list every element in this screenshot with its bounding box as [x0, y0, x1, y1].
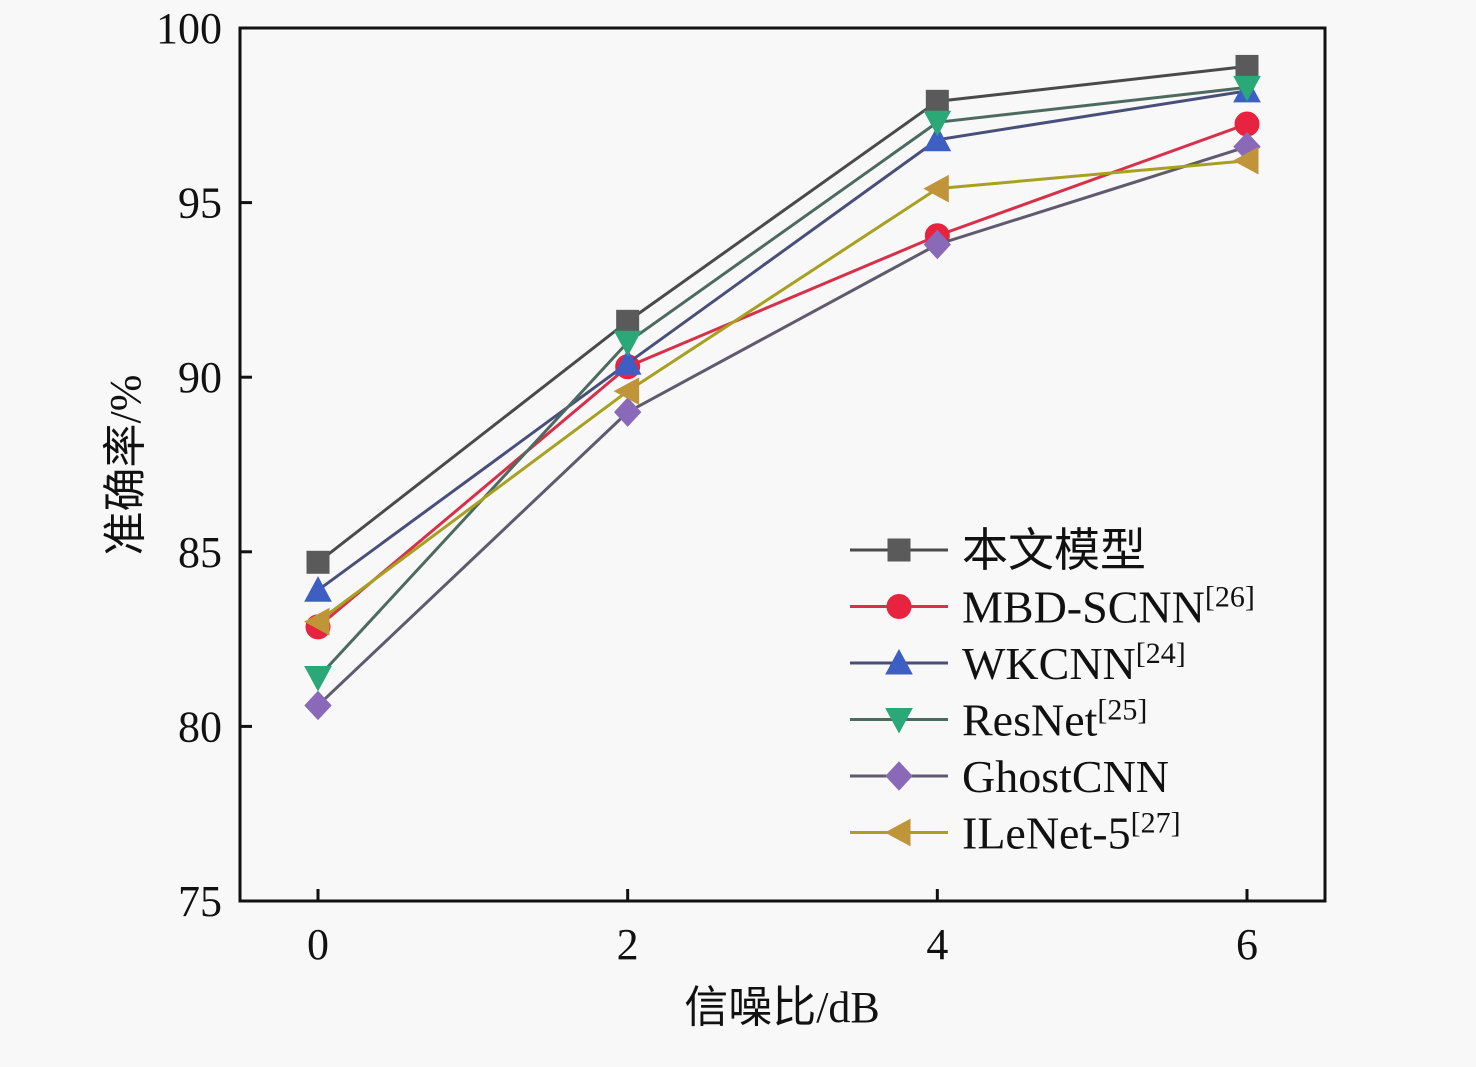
legend-label: ILeNet-5[27] [962, 807, 1181, 859]
legend-item: ResNet[25] [850, 694, 1147, 746]
legend-marker [886, 594, 912, 619]
legend-marker [885, 761, 913, 791]
y-tick-label: 75 [178, 877, 222, 926]
series-line [317, 64, 1248, 564]
legend-label-text: GhostCNN [962, 751, 1169, 802]
x-tick-label: 6 [1236, 920, 1258, 969]
data-point [304, 666, 332, 692]
y-axis: 75 80 85 90 95 100 [156, 4, 252, 926]
data-point [923, 125, 952, 152]
data-point [613, 377, 640, 406]
data-point [923, 110, 952, 137]
legend-marker [887, 538, 911, 562]
legend-reference: [27] [1131, 807, 1181, 840]
y-tick-label: 100 [156, 4, 222, 53]
legend-label-text: MBD-SCNN [962, 582, 1205, 633]
series-line [316, 145, 1248, 707]
series-line [317, 159, 1248, 623]
legend-reference: [24] [1136, 637, 1186, 670]
y-tick-label: 85 [178, 528, 222, 577]
series-0 [306, 54, 1259, 574]
x-tick-label: 2 [617, 920, 639, 969]
legend-reference: [26] [1205, 581, 1255, 614]
series-group [303, 54, 1261, 721]
legend-label: MBD-SCNN[26] [962, 581, 1255, 633]
legend-label: 本文模型 [962, 525, 1146, 576]
series-line [317, 89, 1248, 592]
legend-item: ILeNet-5[27] [850, 807, 1181, 859]
y-tick-label: 90 [178, 353, 222, 402]
series-5 [303, 146, 1259, 636]
y-tick-label: 95 [178, 179, 222, 228]
data-point [304, 576, 332, 602]
data-point [616, 309, 640, 333]
x-axis-title: 信噪比/dB [684, 983, 880, 1032]
legend-item: 本文模型 [850, 525, 1146, 576]
data-point [613, 349, 642, 375]
series-line [317, 122, 1248, 629]
series-line [316, 85, 1248, 679]
legend-reference: [25] [1097, 694, 1147, 727]
legend-item: MBD-SCNN[26] [850, 581, 1255, 633]
series-2 [304, 76, 1261, 602]
legend-label-text: ILeNet-5 [962, 808, 1131, 859]
data-point [613, 330, 642, 357]
data-point [923, 229, 952, 260]
data-point [613, 397, 642, 427]
plot-frame [238, 26, 1327, 903]
legend-label: ResNet[25] [962, 694, 1147, 746]
data-point [1232, 146, 1259, 175]
y-axis-title: 准确率/% [101, 375, 150, 556]
data-point [1233, 75, 1261, 102]
data-point [303, 607, 330, 636]
legend-label: WKCNN[24] [962, 637, 1186, 689]
legend-marker [885, 648, 913, 675]
data-point [925, 89, 949, 113]
legend-marker [884, 818, 911, 847]
legend-label-text: ResNet [962, 695, 1098, 746]
legend: 本文模型MBD-SCNN[26]WKCNN[24]ResNet[25]Ghost… [850, 525, 1255, 859]
x-axis: 0 2 4 6 [307, 889, 1258, 969]
x-tick-label: 0 [307, 920, 329, 969]
legend-label: GhostCNN [962, 751, 1169, 802]
legend-label-text: 本文模型 [962, 525, 1146, 576]
legend-marker [885, 708, 913, 734]
legend-item: GhostCNN [850, 751, 1169, 802]
x-tick-label: 4 [926, 920, 948, 969]
legend-label-text: WKCNN [962, 638, 1136, 689]
series-3 [304, 75, 1261, 692]
data-point [304, 690, 332, 721]
y-tick-label: 80 [178, 702, 222, 751]
data-point [1235, 54, 1259, 78]
data-point [923, 174, 949, 203]
data-point [306, 550, 330, 574]
legend-item: WKCNN[24] [850, 637, 1186, 689]
